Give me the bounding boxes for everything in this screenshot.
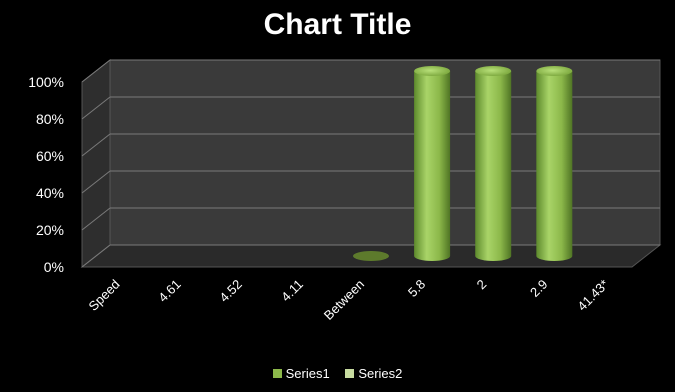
bar-empty-base [353,251,389,261]
bar-series1 [475,71,512,261]
y-tick-label: 60% [36,148,64,164]
gridline-side [81,170,111,194]
legend: Series1 Series2 [0,365,675,381]
gridline-side [81,133,111,157]
y-tick-label: 0% [44,259,64,275]
legend-item-series1: Series1 [272,365,330,382]
x-tick-label: 2.9 [527,277,550,300]
y-tick-label: 80% [36,111,64,127]
x-tick-label: 4.52 [216,277,245,306]
legend-label-series2: Series2 [358,366,403,382]
bar-cap-series1 [475,66,512,76]
gridline-side [81,244,111,268]
bar-series1 [414,71,451,261]
bar-cap-series1 [536,66,573,76]
y-tick-label: 100% [28,74,64,90]
plot-side-wall [81,58,111,269]
plot-back-wall [109,59,661,246]
legend-swatch-series1 [272,369,282,379]
x-tick-label: 2 [474,277,490,293]
legend-label-series1: Series1 [285,366,330,382]
bar-series1 [536,71,573,261]
legend-swatch-series2 [345,369,355,379]
x-tick-label: Speed [85,277,122,314]
x-tick-label: 41.43* [574,277,611,314]
legend-item-series2: Series2 [345,365,402,381]
chart-title: Chart Title [263,8,412,41]
x-tick-label: 4.11 [278,277,306,305]
x-tick-label: 4.61 [155,277,184,306]
x-tick-label: Between [321,277,367,323]
y-tick-label: 20% [36,222,64,238]
x-tick-label: 5.8 [405,277,428,300]
gridline-side [81,96,111,120]
bar-cap-series1 [414,66,451,76]
y-tick-label: 40% [36,185,64,201]
gridline-side [81,59,111,83]
gridline-side [81,207,111,231]
